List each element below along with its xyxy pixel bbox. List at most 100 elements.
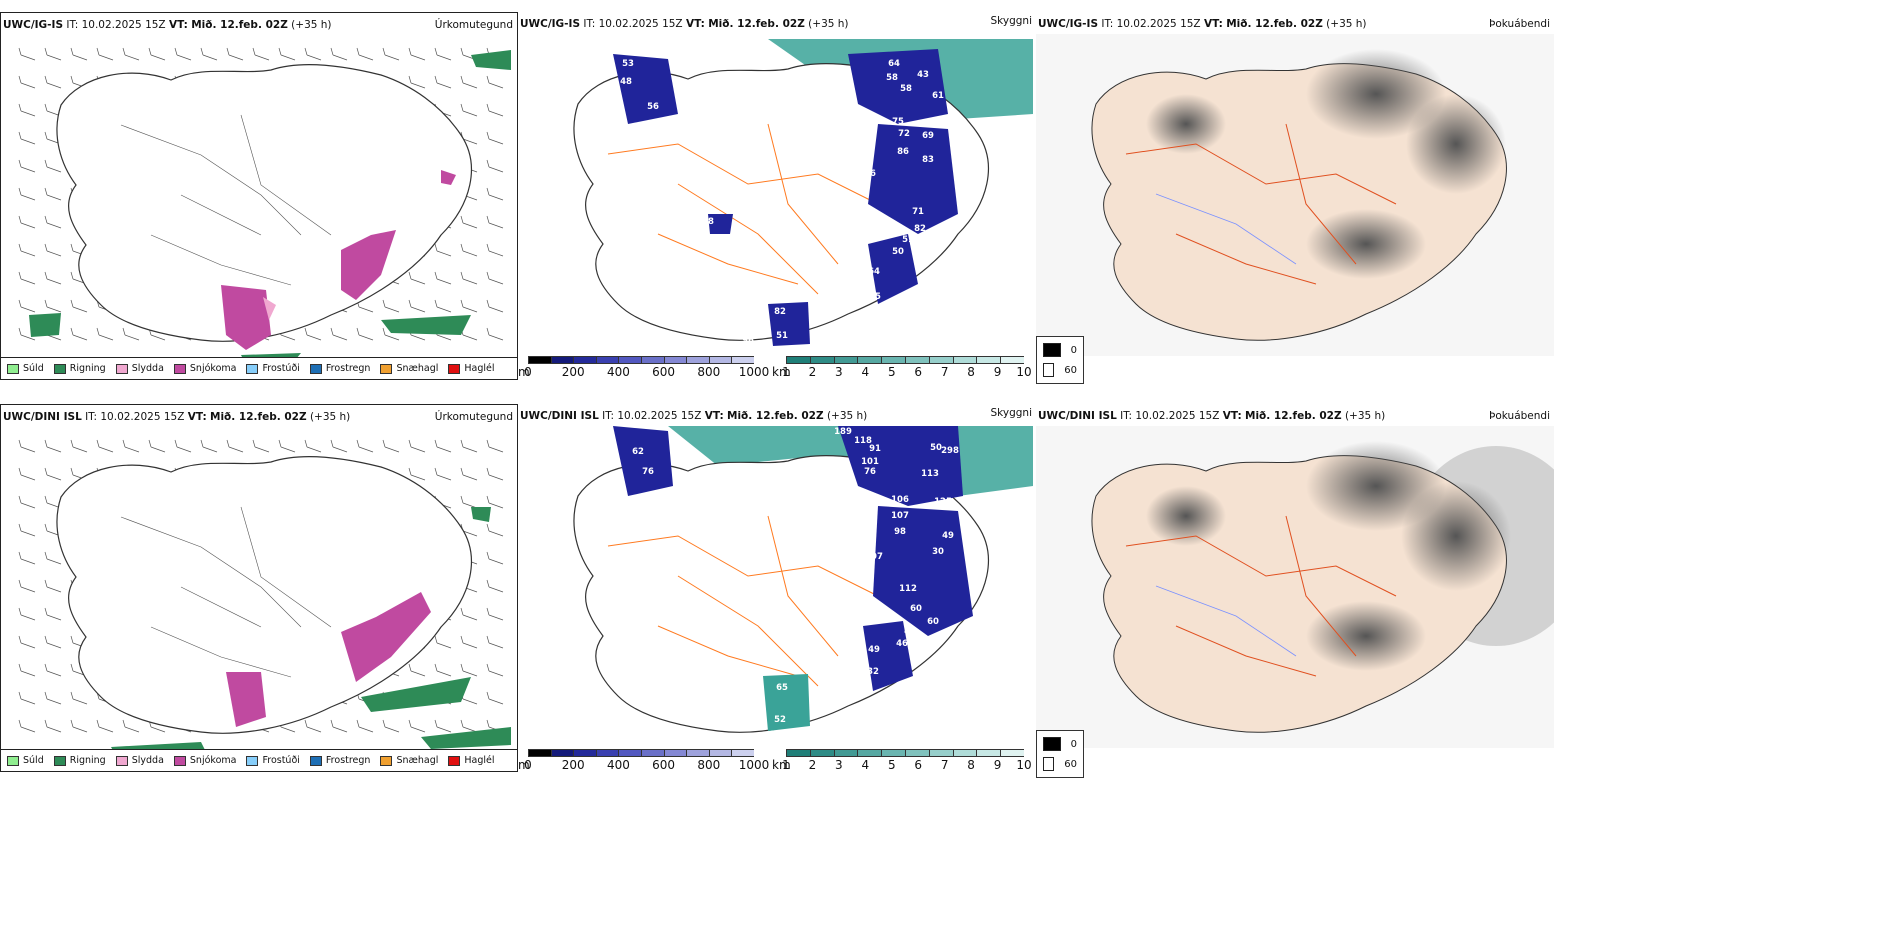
wind-barb [410,474,426,481]
wind-barb-flag [18,579,22,588]
wind-barb [254,446,270,453]
wind-barb-flag [408,719,412,728]
cloud-base-label: 72 [898,129,910,139]
wind-barb [488,642,504,649]
wind-barb-flag [18,243,22,252]
legend-label: Súld [23,755,44,766]
wind-barb-flag [18,131,22,140]
legend-swatch [115,755,128,766]
wind-barb [124,726,140,733]
wind-barb [98,446,114,453]
wind-barb-flag [18,495,22,504]
cloud-base-label: 82 [774,307,786,317]
wind-barb [20,474,36,481]
cloud-base-label: 95 [840,591,852,601]
wind-barb-flag [70,663,74,672]
wind-barb-flag [460,299,464,308]
fog-legend: 0 60 [1036,730,1084,778]
wind-barb [488,698,504,705]
wind-barb-flag [70,75,74,84]
wind-barb [46,474,62,481]
wind-barb-flag [18,187,22,196]
panel-header: UWC/DINI ISL IT: 10.02.2025 15Z VT: Mið.… [3,411,351,423]
colorbar-cell [857,749,882,757]
wind-barb-flag [70,691,74,700]
colorbar-cell [904,356,929,364]
wind-barb-flag [460,215,464,224]
wind-barb-flag [44,719,48,728]
colorbar-cell [618,356,641,364]
rain-area [471,507,491,522]
rain-area [381,315,471,335]
wind-barb [488,278,504,285]
colorbar-cell [663,749,687,757]
colorbar-tick: 6 [914,365,923,379]
precip-type-panel-bottom: UWC/DINI ISL IT: 10.02.2025 15Z VT: Mið.… [0,404,518,772]
snow-area [226,672,266,727]
colorbar-tick: 0 [524,758,532,772]
wind-barb-flag [18,691,22,700]
legend-swatch [173,755,186,766]
cloud-base-label: 60 [910,604,922,614]
colorbar-tick: 2 [808,758,817,772]
legend-item: Frostregn [309,363,370,374]
wind-barb-flag [70,467,74,476]
colorbar-cell [708,356,732,364]
wind-barb-flag [460,271,464,280]
wind-barb-flag [356,719,360,728]
wind-barb-flag [460,467,464,476]
precip-legend: Súld Rigning Slydda Snjókoma Frostúði Frostre… [1,357,517,379]
colorbar-cell [786,749,810,757]
wind-barb-flag [44,467,48,476]
panel-header: UWC/IG-IS IT: 10.02.2025 15Z VT: Mið. 12… [1038,18,1367,30]
legend-swatch [448,755,461,766]
fog-legend-item: 60 [1043,363,1077,377]
colorbar-tick: 7 [940,758,949,772]
snow-area [221,285,271,350]
wind-barb-flag [486,439,490,448]
wind-barb [176,446,192,453]
cloud-base-label: 58 [886,73,898,83]
wind-barb-flag [96,47,100,56]
wind-barb-flag [18,327,22,336]
fog-legend-swatch [1043,343,1061,357]
legend-label: Rigning [69,363,106,374]
wind-barb-flag [486,663,490,672]
cloud-base-label: 76 [864,467,876,477]
wind-barb [384,54,400,61]
wind-barb-flag [252,439,256,448]
colorbar-cell [528,356,551,364]
wind-barb [410,82,426,89]
wind-barb-flag [18,75,22,84]
wind-barb [332,446,348,453]
wind-barb [462,614,478,621]
wind-barb-flag [330,719,334,728]
wind-barb [72,446,88,453]
panel-title: Skyggni [990,15,1033,27]
colorbar-tick: 1 [782,758,790,772]
wind-barb [20,530,36,537]
wind-barb [46,306,62,313]
fog-legend-swatch [1043,363,1055,377]
precip-type-map [18,439,511,749]
colorbar-cell [640,749,664,757]
cloud-base-label: 48 [620,77,632,87]
panel-title: Þokuábendi [1489,18,1550,30]
colorbar-cell [786,356,810,364]
wind-barb [436,474,452,481]
wind-barb [46,586,62,593]
cloud-base-label: 20 [774,222,786,232]
wind-barb [462,222,478,229]
legend-label: Snæhagl [396,363,439,374]
wind-barb-flag [460,439,464,448]
wind-barb-flag [70,439,74,448]
wind-barb [98,54,114,61]
colorbar-cell [550,356,574,364]
wind-barb [436,670,452,677]
wind-barb [358,54,374,61]
cloud-base-label: 77 [856,182,868,192]
wind-barb-flag [148,47,152,56]
wind-barb-flag [434,719,438,728]
legend-swatch [309,363,322,374]
